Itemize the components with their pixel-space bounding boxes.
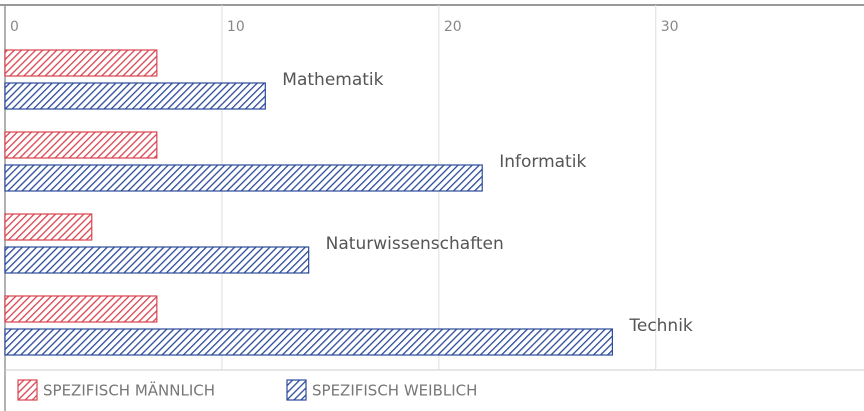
- category-label: Informatik: [499, 152, 586, 172]
- legend-swatch: [286, 379, 307, 401]
- category-label: Naturwissenschaften: [326, 234, 504, 254]
- bar: [4, 213, 93, 241]
- x-tick-label: 10: [227, 19, 245, 35]
- legend-label: SPEZIFISCH WEIBLICH: [312, 382, 477, 400]
- bar: [4, 82, 266, 110]
- category-label: Mathematik: [282, 70, 383, 90]
- bar: [4, 328, 613, 356]
- x-tick-label: 30: [661, 19, 679, 35]
- x-tick-label: 0: [10, 19, 19, 35]
- bar: [4, 295, 158, 323]
- legend-swatch: [17, 379, 38, 401]
- bar: [4, 131, 158, 159]
- bar: [4, 246, 310, 274]
- legend-label: SPEZIFISCH MÄNNLICH: [43, 381, 215, 400]
- category-label: Technik: [628, 316, 693, 336]
- bar: [4, 49, 158, 77]
- bar: [4, 164, 483, 192]
- x-tick-label: 20: [444, 19, 462, 35]
